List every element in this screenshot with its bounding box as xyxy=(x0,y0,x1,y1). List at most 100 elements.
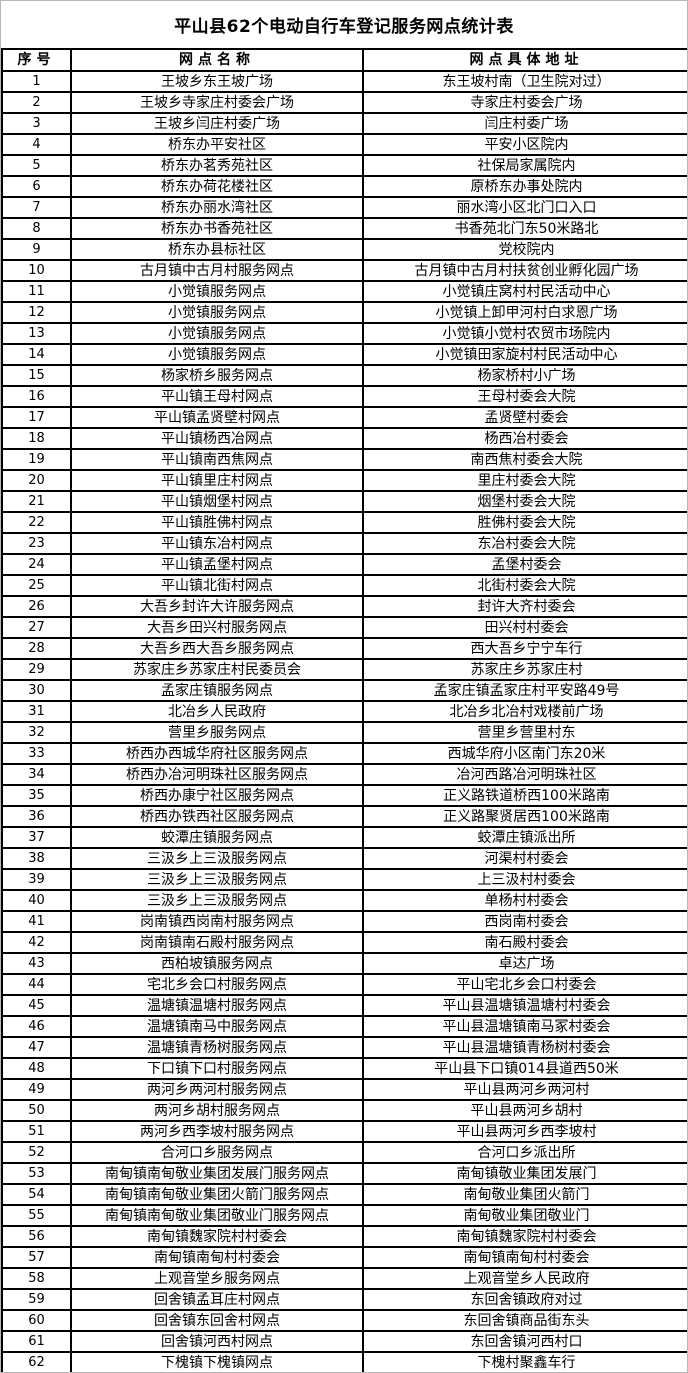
row-number-cell: 26 xyxy=(1,595,72,618)
site-address-cell: 杨家桥村小广场 xyxy=(362,364,687,387)
table-row: 21 平山镇烟堡村网点 烟堡村委会大院 xyxy=(1,490,687,513)
table-row: 26 大吾乡封许大许服务网点 封许大齐村委会 xyxy=(1,595,687,618)
site-name-cell: 南甸镇魏家院村村委会 xyxy=(70,1225,364,1248)
site-name-cell: 回舍镇东回舍村网点 xyxy=(70,1309,364,1332)
site-name-cell: 桥东办丽水湾社区 xyxy=(70,196,364,219)
row-number-cell: 15 xyxy=(1,364,72,387)
row-number-cell: 45 xyxy=(1,994,72,1017)
table-row: 25 平山镇北街村网点 北街村委会大院 xyxy=(1,574,687,597)
table-row: 10 古月镇中古月村服务网点 古月镇中古月村扶贫创业孵化园广场 xyxy=(1,259,687,282)
table-row: 28 大吾乡西大吾乡服务网点 西大吾乡宁宁车行 xyxy=(1,637,687,660)
table-row: 1 王坡乡东王坡广场 东王坡村南（卫生院对过） xyxy=(1,70,687,93)
site-address-cell: 党校院内 xyxy=(362,238,687,261)
row-number-cell: 25 xyxy=(1,574,72,597)
site-name-cell: 温塘镇青杨树服务网点 xyxy=(70,1036,364,1059)
site-address-cell: 王母村委会大院 xyxy=(362,385,687,408)
service-points-table: 序号 网点名称 网点具体地址 1 王坡乡东王坡广场 东王坡村南（卫生院对过） 2 王坡乡… xyxy=(1,48,687,1372)
site-address-cell: 南甸镇南甸村村委会 xyxy=(362,1246,687,1269)
table-row: 44 宅北乡会口村服务网点 平山宅北乡会口村委会 xyxy=(1,973,687,996)
row-number-cell: 27 xyxy=(1,616,72,639)
table-row: 49 两河乡两河村服务网点 平山县两河乡两河村 xyxy=(1,1078,687,1101)
site-name-cell: 王坡乡寺家庄村委会广场 xyxy=(70,91,364,114)
site-address-cell: 东王坡村南（卫生院对过） xyxy=(362,70,687,93)
site-address-cell: 东冶村委会大院 xyxy=(362,532,687,555)
row-number-cell: 44 xyxy=(1,973,72,996)
table-row: 16 平山镇王母村网点 王母村委会大院 xyxy=(1,385,687,408)
site-address-cell: 平山县温塘镇温塘村村委会 xyxy=(362,994,687,1017)
row-number-cell: 49 xyxy=(1,1078,72,1101)
site-address-cell: 小觉镇上卸甲河村白求恩广场 xyxy=(362,301,687,324)
site-address-cell: 平山县温塘镇南马冢村委会 xyxy=(362,1015,687,1038)
site-name-cell: 两河乡西李坡村服务网点 xyxy=(70,1120,364,1143)
site-name-cell: 两河乡两河村服务网点 xyxy=(70,1078,364,1101)
table-row: 45 温塘镇温塘村服务网点 平山县温塘镇温塘村村委会 xyxy=(1,994,687,1017)
site-address-cell: 北街村委会大院 xyxy=(362,574,687,597)
table-row: 7 桥东办丽水湾社区 丽水湾小区北门口入口 xyxy=(1,196,687,219)
site-address-cell: 卓达广场 xyxy=(362,952,687,975)
table-row: 23 平山镇东冶村网点 东冶村委会大院 xyxy=(1,532,687,555)
table-row: 19 平山镇南西焦网点 南西焦村委会大院 xyxy=(1,448,687,471)
row-number-cell: 46 xyxy=(1,1015,72,1038)
table-row: 35 桥西办康宁社区服务网点 正义路铁道桥西100米路南 xyxy=(1,784,687,807)
row-number-cell: 59 xyxy=(1,1288,72,1311)
table-row: 50 两河乡胡村服务网点 平山县两河乡胡村 xyxy=(1,1099,687,1122)
table-row: 33 桥西办西城华府社区服务网点 西城华府小区南门东20米 xyxy=(1,742,687,765)
site-name-cell: 下槐镇下槐镇网点 xyxy=(70,1351,364,1372)
site-name-cell: 桥西办铁西社区服务网点 xyxy=(70,805,364,828)
row-number-cell: 43 xyxy=(1,952,72,975)
site-name-cell: 合河口乡服务网点 xyxy=(70,1141,364,1164)
site-name-cell: 两河乡胡村服务网点 xyxy=(70,1099,364,1122)
site-name-cell: 三汲乡上三汲服务网点 xyxy=(70,889,364,912)
row-number-cell: 36 xyxy=(1,805,72,828)
row-number-cell: 34 xyxy=(1,763,72,786)
row-number-cell: 48 xyxy=(1,1057,72,1080)
site-name-cell: 桥西办康宁社区服务网点 xyxy=(70,784,364,807)
site-address-cell: 上三汲村村委会 xyxy=(362,868,687,891)
site-address-cell: 小觉镇庄窝村村民活动中心 xyxy=(362,280,687,303)
row-number-cell: 4 xyxy=(1,133,72,156)
site-address-cell: 营里乡营里村东 xyxy=(362,721,687,744)
row-number-cell: 52 xyxy=(1,1141,72,1164)
row-number-cell: 28 xyxy=(1,637,72,660)
table-row: 54 南甸镇南甸敬业集团火箭门服务网点 南甸敬业集团火箭门 xyxy=(1,1183,687,1206)
table-row: 46 温塘镇南马中服务网点 平山县温塘镇南马冢村委会 xyxy=(1,1015,687,1038)
table-row: 52 合河口乡服务网点 合河口乡派出所 xyxy=(1,1141,687,1164)
table-row: 61 回舍镇河西村网点 东回舍镇河西村口 xyxy=(1,1330,687,1353)
site-name-cell: 蛟潭庄镇服务网点 xyxy=(70,826,364,849)
table-row: 62 下槐镇下槐镇网点 下槐村聚鑫车行 xyxy=(1,1351,687,1372)
site-name-cell: 桥东办平安社区 xyxy=(70,133,364,156)
row-number-cell: 10 xyxy=(1,259,72,282)
site-name-cell: 平山镇烟堡村网点 xyxy=(70,490,364,513)
row-number-cell: 24 xyxy=(1,553,72,576)
site-name-cell: 杨家桥乡服务网点 xyxy=(70,364,364,387)
site-name-cell: 桥东办县标社区 xyxy=(70,238,364,261)
site-name-cell: 平山镇南西焦网点 xyxy=(70,448,364,471)
site-name-cell: 宅北乡会口村服务网点 xyxy=(70,973,364,996)
site-address-cell: 里庄村委会大院 xyxy=(362,469,687,492)
row-number-cell: 33 xyxy=(1,742,72,765)
row-number-cell: 31 xyxy=(1,700,72,723)
table-row: 56 南甸镇魏家院村村委会 南甸镇魏家院村村委会 xyxy=(1,1225,687,1248)
table-row: 47 温塘镇青杨树服务网点 平山县温塘镇青杨树村委会 xyxy=(1,1036,687,1059)
site-name-cell: 平山镇孟堡村网点 xyxy=(70,553,364,576)
site-name-cell: 桥西办西城华府社区服务网点 xyxy=(70,742,364,765)
table-row: 9 桥东办县标社区 党校院内 xyxy=(1,238,687,261)
table-row: 37 蛟潭庄镇服务网点 蛟潭庄镇派出所 xyxy=(1,826,687,849)
row-number-cell: 13 xyxy=(1,322,72,345)
row-number-cell: 42 xyxy=(1,931,72,954)
site-name-cell: 平山镇王母村网点 xyxy=(70,385,364,408)
row-number-cell: 56 xyxy=(1,1225,72,1248)
site-name-cell: 岗南镇南石殿村服务网点 xyxy=(70,931,364,954)
site-address-cell: 胜佛村委会大院 xyxy=(362,511,687,534)
site-address-cell: 小觉镇田家旋村村民活动中心 xyxy=(362,343,687,366)
site-name-cell: 小觉镇服务网点 xyxy=(70,343,364,366)
site-address-cell: 丽水湾小区北门口入口 xyxy=(362,196,687,219)
table-row: 15 杨家桥乡服务网点 杨家桥村小广场 xyxy=(1,364,687,387)
row-number-cell: 39 xyxy=(1,868,72,891)
table-row: 58 上观音堂乡服务网点 上观音堂乡人民政府 xyxy=(1,1267,687,1290)
row-number-cell: 51 xyxy=(1,1120,72,1143)
site-name-cell: 大吾乡田兴村服务网点 xyxy=(70,616,364,639)
row-number-cell: 55 xyxy=(1,1204,72,1227)
table-row: 20 平山镇里庄村网点 里庄村委会大院 xyxy=(1,469,687,492)
row-number-cell: 16 xyxy=(1,385,72,408)
